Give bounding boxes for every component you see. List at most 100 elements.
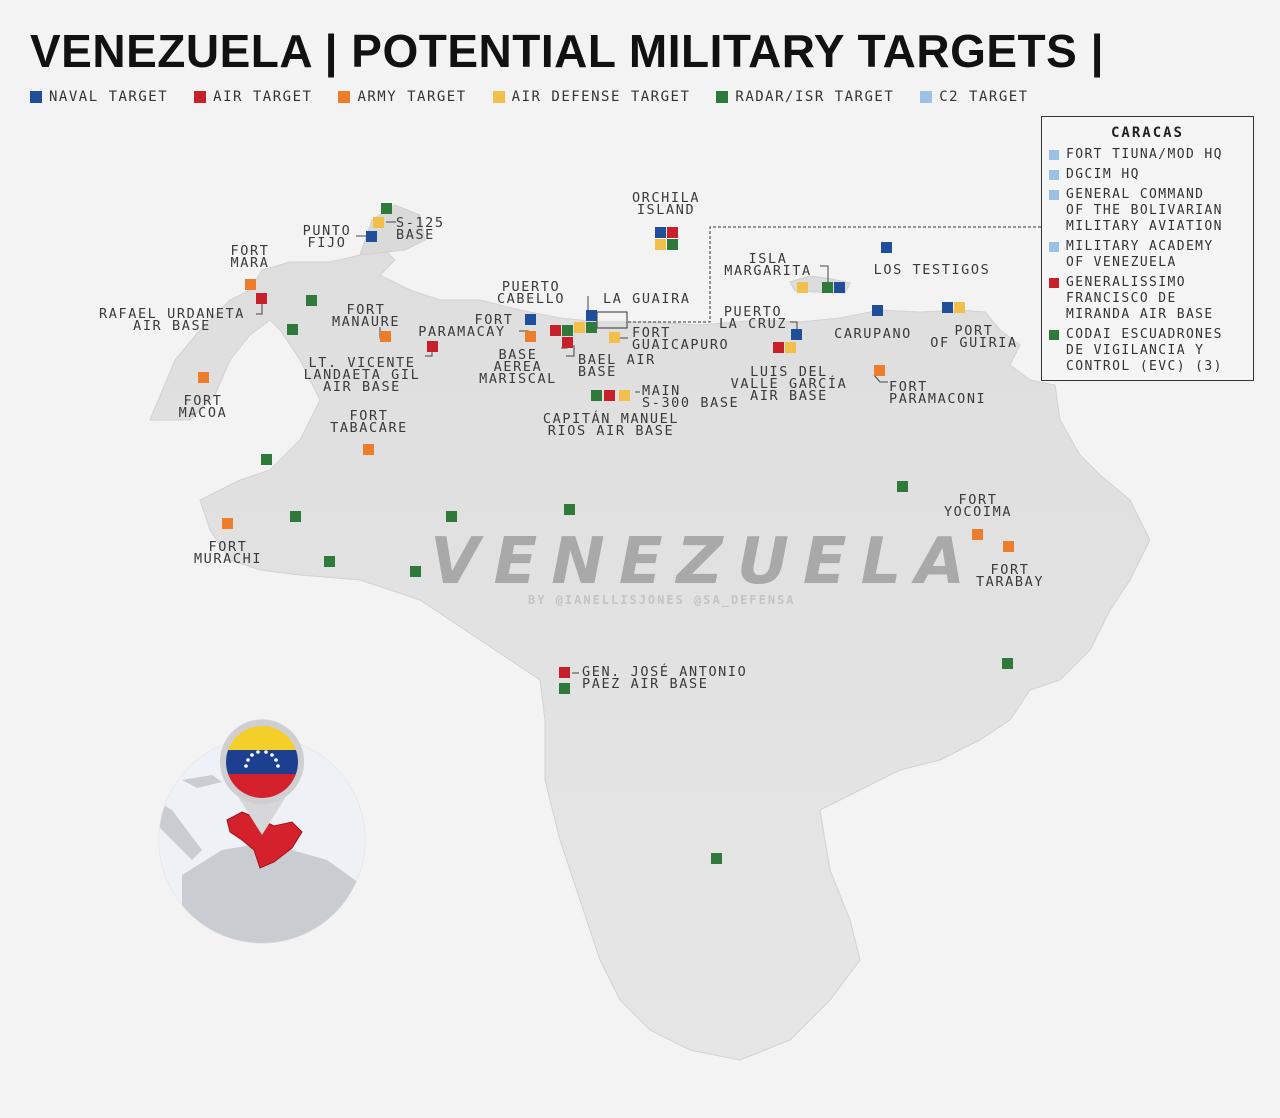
flag-star xyxy=(270,753,274,757)
caracas-item-label: FORT TIUNA/MOD HQ xyxy=(1066,147,1223,162)
radar-marker[interactable] xyxy=(667,239,678,250)
flag-star xyxy=(244,764,248,768)
army-marker[interactable] xyxy=(222,518,233,529)
radar-marker[interactable] xyxy=(711,853,722,864)
label-orchila-island: ORCHILA ISLAND xyxy=(631,190,701,218)
connector xyxy=(566,345,575,357)
radar-marker[interactable] xyxy=(306,295,317,306)
naval-marker[interactable] xyxy=(655,227,666,238)
radar-marker[interactable] xyxy=(897,481,908,492)
caracas-item: CODAI ESCUADRONES DE VIGILANCIA Y CONTRO… xyxy=(1049,327,1223,375)
radar-marker[interactable] xyxy=(822,282,833,293)
air-marker[interactable] xyxy=(562,337,573,348)
air-defense-marker[interactable] xyxy=(609,332,620,343)
venezuela-landmass xyxy=(149,249,1151,1061)
air-defense-marker[interactable] xyxy=(785,342,796,353)
connector xyxy=(256,300,263,315)
air-defense-marker[interactable] xyxy=(655,239,666,250)
legend-label: C2 TARGET xyxy=(939,89,1029,105)
c2-swatch xyxy=(1049,170,1059,180)
army-marker[interactable] xyxy=(198,372,209,383)
radar-swatch xyxy=(716,91,729,103)
air-defense-marker[interactable] xyxy=(954,302,965,313)
army-marker[interactable] xyxy=(525,331,536,342)
label-capitan-manuel-rios: CAPITÁN MANUEL RIOS AIR BASE xyxy=(542,411,680,439)
c2-swatch xyxy=(1049,150,1059,160)
label-s125-base: S-125 BASE xyxy=(396,215,445,243)
caracas-item-label: DGCIM HQ xyxy=(1066,167,1140,182)
radar-marker[interactable] xyxy=(586,322,597,333)
legend-label: AIR TARGET xyxy=(213,89,313,105)
army-marker[interactable] xyxy=(363,444,374,455)
air-marker[interactable] xyxy=(667,227,678,238)
legend-label: AIR DEFENSE TARGET xyxy=(511,89,691,105)
label-fort-tarabay: FORT TARABAY xyxy=(975,562,1045,590)
flag-star xyxy=(264,750,268,754)
label-fort-yocoima: FORT YOCOIMA xyxy=(943,492,1013,520)
air-marker[interactable] xyxy=(559,667,570,678)
flag-star xyxy=(250,753,254,757)
air-marker[interactable] xyxy=(427,341,438,352)
army-marker[interactable] xyxy=(874,365,885,376)
air-defense-marker[interactable] xyxy=(797,282,808,293)
air-marker[interactable] xyxy=(550,325,561,336)
naval-marker[interactable] xyxy=(366,231,377,242)
radar-marker[interactable] xyxy=(564,504,575,515)
radar-marker[interactable] xyxy=(562,325,573,336)
naval-marker[interactable] xyxy=(791,329,802,340)
radar-marker[interactable] xyxy=(1002,658,1013,669)
air-marker[interactable] xyxy=(773,342,784,353)
radar-marker[interactable] xyxy=(324,556,335,567)
connector xyxy=(425,350,433,357)
credit-line: BY @IANELLISJONES @SA_DEFENSA xyxy=(528,593,796,607)
label-paramacay: PARAMACAY xyxy=(418,324,506,340)
label-isla-margarita: ISLA MARGARITA xyxy=(724,251,812,279)
army-marker[interactable] xyxy=(972,529,983,540)
naval-marker[interactable] xyxy=(586,310,597,321)
label-fort-paramaconi: FORT PARAMACONI xyxy=(889,379,987,407)
radar-marker[interactable] xyxy=(261,454,272,465)
air-marker[interactable] xyxy=(604,390,615,401)
label-fort-manaure: FORT MANAURE xyxy=(331,302,401,330)
legend-item-c2: C2 TARGET xyxy=(920,89,1028,105)
army-marker[interactable] xyxy=(245,279,256,290)
caracas-item-label: GENERAL COMMAND OF THE BOLIVARIAN MILITA… xyxy=(1066,187,1223,234)
naval-marker[interactable] xyxy=(525,314,536,325)
air-defense-marker[interactable] xyxy=(619,390,630,401)
air-marker[interactable] xyxy=(256,293,267,304)
naval-marker[interactable] xyxy=(942,302,953,313)
air-defense-marker[interactable] xyxy=(574,322,585,333)
caracas-item-label: GENERALISSIMO FRANCISCO DE MIRANDA AIR B… xyxy=(1066,275,1214,322)
radar-marker[interactable] xyxy=(287,324,298,335)
radar-marker[interactable] xyxy=(559,683,570,694)
label-punto-fijo: PUNTO FIJO xyxy=(302,223,352,251)
label-fort-guaicapuro: FORT GUAICAPURO xyxy=(632,325,730,353)
naval-marker[interactable] xyxy=(881,242,892,253)
radar-marker[interactable] xyxy=(591,390,602,401)
label-port-of-guiria: PORT OF GUIRIA xyxy=(930,323,1018,351)
radar-marker[interactable] xyxy=(290,511,301,522)
army-marker[interactable] xyxy=(1003,541,1014,552)
army-marker[interactable] xyxy=(380,331,391,342)
naval-marker[interactable] xyxy=(834,282,845,293)
label-carupano: CARUPANO xyxy=(834,326,912,342)
radar-marker[interactable] xyxy=(410,566,421,577)
caracas-title: CARACAS xyxy=(1110,125,1184,141)
naval-swatch xyxy=(30,91,42,103)
caracas-item: GENERAL COMMAND OF THE BOLIVARIAN MILITA… xyxy=(1049,187,1223,235)
location-inset xyxy=(158,719,366,944)
legend-label: RADAR/ISR TARGET xyxy=(735,89,895,105)
naval-marker[interactable] xyxy=(872,305,883,316)
flag-blue-band xyxy=(226,750,298,774)
inset-south-america xyxy=(182,845,365,943)
label-base-aerea-mariscal: BASE AEREA MARISCAL xyxy=(479,347,557,387)
flag-star xyxy=(246,758,250,762)
caracas-item: MILITARY ACADEMY OF VENEZUELA xyxy=(1049,239,1214,271)
caracas-item-label: CODAI ESCUADRONES DE VIGILANCIA Y CONTRO… xyxy=(1066,327,1223,374)
c2-swatch xyxy=(1049,242,1059,252)
radar-marker[interactable] xyxy=(381,203,392,214)
flag-star xyxy=(256,750,260,754)
air-swatch xyxy=(1049,278,1059,288)
air-defense-marker[interactable] xyxy=(373,217,384,228)
radar-marker[interactable] xyxy=(446,511,457,522)
